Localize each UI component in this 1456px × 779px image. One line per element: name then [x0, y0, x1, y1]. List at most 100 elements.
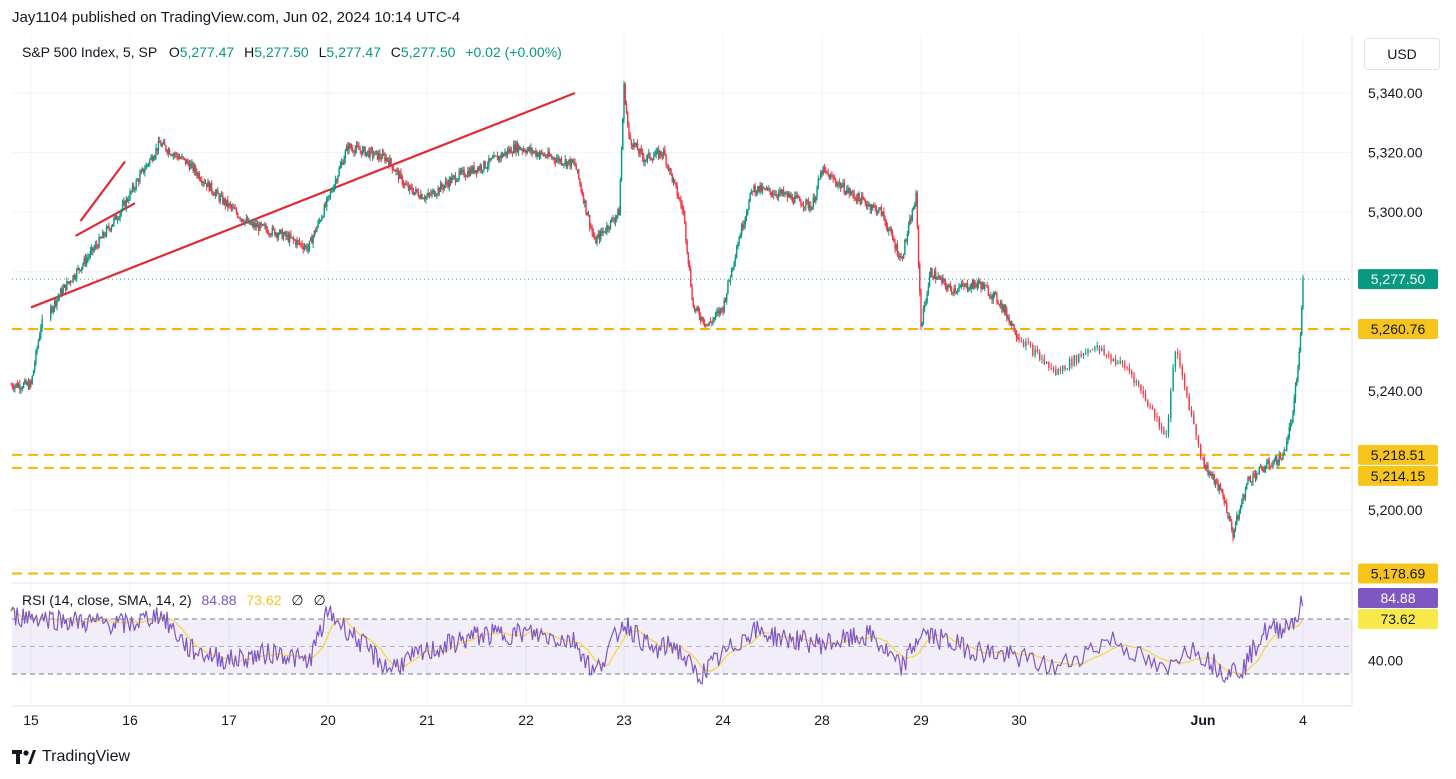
- candle-body: [984, 285, 986, 290]
- candle-body: [375, 151, 377, 152]
- candle-body: [236, 213, 239, 218]
- candle-body: [212, 191, 214, 195]
- candle-body: [841, 186, 843, 189]
- candle-body: [692, 299, 694, 307]
- candle-body: [472, 165, 474, 173]
- candle-body: [766, 188, 769, 190]
- candle-body: [412, 191, 415, 195]
- candle-body: [891, 232, 894, 239]
- candle-body: [1284, 449, 1287, 451]
- candle-body: [828, 174, 831, 180]
- candle-body: [1052, 368, 1055, 370]
- candle-body: [931, 268, 933, 277]
- candle-body: [595, 237, 597, 244]
- candle-body: [1133, 374, 1135, 383]
- candle-body: [831, 175, 833, 177]
- candle-body: [192, 162, 194, 172]
- candle-body: [24, 380, 26, 384]
- candle-body: [823, 166, 826, 171]
- candle-body: [1216, 480, 1218, 482]
- candle-body: [417, 191, 420, 197]
- candle-body: [38, 335, 41, 341]
- candle-body: [832, 176, 834, 179]
- candle-body: [691, 286, 693, 300]
- candle-body: [886, 227, 889, 232]
- candle-body: [283, 232, 286, 235]
- candle-body: [701, 317, 703, 321]
- candle-body: [974, 280, 976, 285]
- candle-body: [876, 211, 879, 214]
- candle-body: [1010, 321, 1013, 326]
- candle-body: [538, 154, 541, 157]
- candle-body: [854, 197, 857, 199]
- candle-body: [136, 179, 139, 181]
- candle-body: [669, 168, 671, 171]
- candle-body: [1276, 456, 1278, 465]
- candle-body: [1207, 465, 1209, 475]
- tradingview-logo[interactable]: TradingView: [12, 748, 130, 766]
- candle-body: [121, 203, 124, 210]
- candle-body: [542, 153, 544, 156]
- candle-body: [900, 256, 902, 258]
- candle-body: [752, 190, 754, 192]
- candle-body: [659, 151, 661, 158]
- candle-body: [574, 162, 576, 165]
- candle-body: [201, 180, 203, 183]
- candle-body: [251, 222, 254, 224]
- candle-body: [780, 190, 782, 194]
- open-value: 5,277.47: [179, 44, 235, 60]
- candle-body: [213, 194, 215, 196]
- candle-body: [335, 179, 338, 182]
- candle-body: [439, 183, 442, 193]
- high-value: 5,277.50: [254, 44, 309, 60]
- candle-body: [775, 193, 777, 196]
- candle-body: [87, 257, 89, 259]
- candle-body: [331, 191, 333, 193]
- candle-body: [400, 172, 402, 176]
- time-tick-label: 22: [518, 712, 534, 728]
- candle-body: [382, 153, 385, 156]
- candle-body: [1299, 334, 1302, 352]
- candle-body: [713, 317, 716, 320]
- candle-body: [1091, 349, 1094, 351]
- candle-body: [57, 297, 59, 300]
- candle-body: [893, 238, 895, 242]
- candle-body: [860, 195, 863, 204]
- candle-body: [428, 193, 431, 195]
- candle-body: [311, 237, 313, 244]
- candle-body: [651, 159, 654, 161]
- candle-body: [997, 301, 999, 304]
- candle-body: [564, 159, 566, 164]
- candle-body: [533, 151, 536, 152]
- time-tick-label: 30: [1011, 712, 1027, 728]
- candle-body: [293, 239, 296, 241]
- rsi-sma-tag-bg: [1358, 609, 1438, 629]
- candle-body: [463, 169, 465, 177]
- candle-body: [437, 187, 439, 195]
- candle-body: [712, 319, 714, 323]
- candle-body: [442, 187, 444, 189]
- candle-body: [475, 170, 478, 173]
- candle-body: [495, 155, 497, 157]
- candle-body: [800, 201, 802, 206]
- candle-body: [1110, 355, 1112, 362]
- candle-body: [784, 193, 786, 195]
- candle-body: [206, 183, 208, 188]
- candle-body: [161, 144, 163, 147]
- candle-body: [650, 158, 652, 160]
- candle-body: [655, 150, 657, 155]
- candle-body: [1281, 459, 1283, 461]
- candle-body: [285, 232, 287, 237]
- candle-body: [114, 215, 116, 219]
- candle-body: [498, 156, 500, 161]
- currency-button[interactable]: USD: [1364, 38, 1440, 70]
- time-tick-label: 17: [221, 712, 237, 728]
- candle-body: [909, 218, 911, 225]
- candle-body: [1266, 463, 1268, 468]
- candle-body: [680, 199, 682, 205]
- candle-body: [1078, 354, 1080, 363]
- candle-body: [1264, 467, 1267, 470]
- candle-body: [520, 149, 522, 151]
- candle-body: [611, 218, 613, 220]
